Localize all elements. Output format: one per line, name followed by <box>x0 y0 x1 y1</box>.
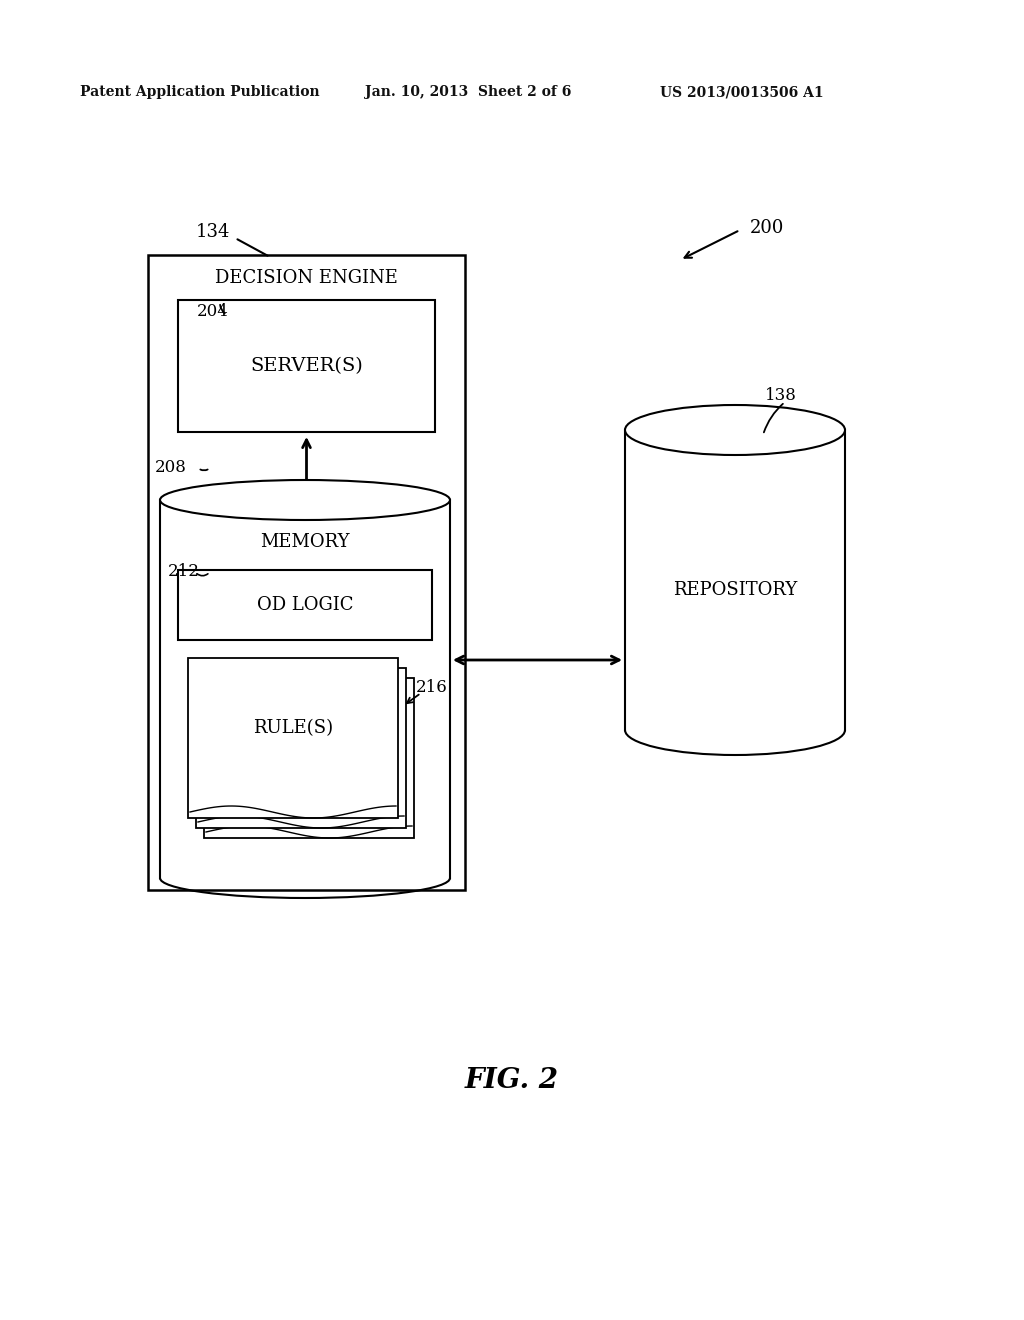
Bar <box>188 657 398 818</box>
Text: FIG. 2: FIG. 2 <box>465 1067 559 1093</box>
Text: 138: 138 <box>765 387 797 404</box>
Text: 212: 212 <box>168 564 200 581</box>
Text: MEMORY: MEMORY <box>260 533 350 550</box>
Bar <box>160 500 450 878</box>
Text: 208: 208 <box>155 459 186 477</box>
Text: 134: 134 <box>196 223 230 242</box>
Text: SERVER(S): SERVER(S) <box>250 356 362 375</box>
Text: DECISION ENGINE: DECISION ENGINE <box>215 269 398 286</box>
Text: Jan. 10, 2013  Sheet 2 of 6: Jan. 10, 2013 Sheet 2 of 6 <box>365 84 571 99</box>
Bar <box>178 570 432 640</box>
Text: OD LOGIC: OD LOGIC <box>257 597 353 614</box>
Text: US 2013/0013506 A1: US 2013/0013506 A1 <box>660 84 823 99</box>
Bar <box>148 255 465 890</box>
Ellipse shape <box>160 480 450 520</box>
Bar <box>204 678 414 838</box>
Bar <box>178 300 435 432</box>
Text: 204: 204 <box>197 302 229 319</box>
Text: 216: 216 <box>416 680 447 697</box>
Ellipse shape <box>625 405 845 455</box>
Text: RULE(S): RULE(S) <box>253 719 333 737</box>
Bar <box>196 668 406 828</box>
Bar <box>625 430 845 730</box>
Text: REPOSITORY: REPOSITORY <box>673 581 797 599</box>
Text: Patent Application Publication: Patent Application Publication <box>80 84 319 99</box>
Text: 200: 200 <box>750 219 784 238</box>
